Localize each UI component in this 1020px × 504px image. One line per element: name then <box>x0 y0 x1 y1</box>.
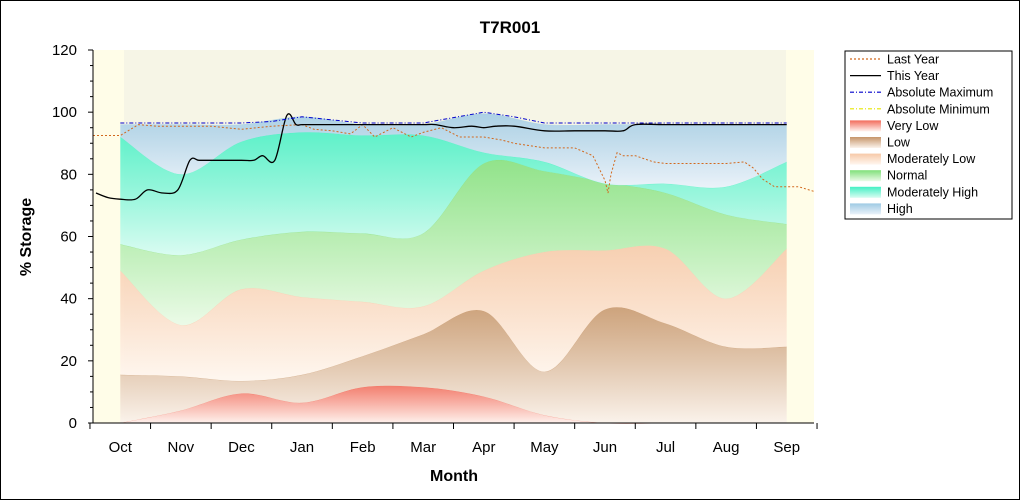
y-tick-label: 0 <box>69 415 77 432</box>
band-high <box>120 113 787 188</box>
x-tick-label: Mar <box>410 439 436 456</box>
x-axis-label: Month <box>430 468 478 485</box>
band-areas <box>120 113 787 424</box>
x-tick-label: Oct <box>109 439 133 456</box>
chart-title: T7R001 <box>480 18 540 37</box>
line-absolute-maximum <box>120 111 787 124</box>
legend-label-very-low: Very Low <box>887 119 939 133</box>
legend-swatch-high <box>850 203 881 215</box>
band-low <box>120 307 787 424</box>
axes: 0 20 40 60 80 100 120 Oct Nov Dec Jan Feb Mar Apr May J… <box>52 42 818 456</box>
legend-label-absolute-minimum: Absolute Minimum <box>887 102 990 116</box>
y-tick-label: 80 <box>60 166 77 183</box>
legend-swatch-moderately-high <box>850 186 881 198</box>
x-tick-label: May <box>530 439 559 456</box>
x-tick-label: Feb <box>350 439 376 456</box>
x-tick-label: Aug <box>713 439 740 456</box>
band-normal <box>120 159 787 326</box>
y-tick-label: 20 <box>60 353 77 370</box>
legend-swatch-very-low <box>850 120 881 132</box>
x-tick-label: Jun <box>593 439 617 456</box>
line-last-year <box>93 123 815 194</box>
legend-swatch-normal <box>850 170 881 182</box>
x-tick-label: Apr <box>472 439 495 456</box>
y-tick-label: 100 <box>52 104 77 121</box>
line-this-year <box>95 113 787 201</box>
legend-label-high: High <box>887 202 913 216</box>
y-tick-label: 120 <box>52 42 77 59</box>
legend-swatch-low <box>850 137 881 148</box>
y-tick-label: 40 <box>60 291 77 308</box>
band-edge-moderately-low <box>120 245 787 326</box>
legend-label-normal: Normal <box>887 169 927 183</box>
legend-label-last-year: Last Year <box>887 53 939 67</box>
legend-label-moderately-low: Moderately Low <box>887 152 976 166</box>
x-tick-label: Jan <box>290 439 314 456</box>
legend-label-moderately-high: Moderately High <box>887 185 978 199</box>
x-tick-label: Nov <box>168 439 195 456</box>
legend-label-absolute-maximum: Absolute Maximum <box>887 86 993 100</box>
band-very-low <box>120 385 787 424</box>
series-lines <box>93 111 815 201</box>
x-tick-label: Sep <box>773 439 800 456</box>
legend-swatch-moderately-low <box>850 153 881 165</box>
y-axis-label: % Storage <box>18 198 35 276</box>
y-tick-label: 60 <box>60 229 77 246</box>
legend-label-this-year: This Year <box>887 69 939 83</box>
legend-label-low: Low <box>887 136 911 150</box>
x-tick-label: Jul <box>656 439 675 456</box>
band-moderately-low <box>120 245 787 382</box>
legend: Last Year This Year Absolute Maximum Absolu… <box>844 50 1013 220</box>
band-moderately-high <box>120 132 787 256</box>
x-tick-label: Dec <box>228 439 255 456</box>
